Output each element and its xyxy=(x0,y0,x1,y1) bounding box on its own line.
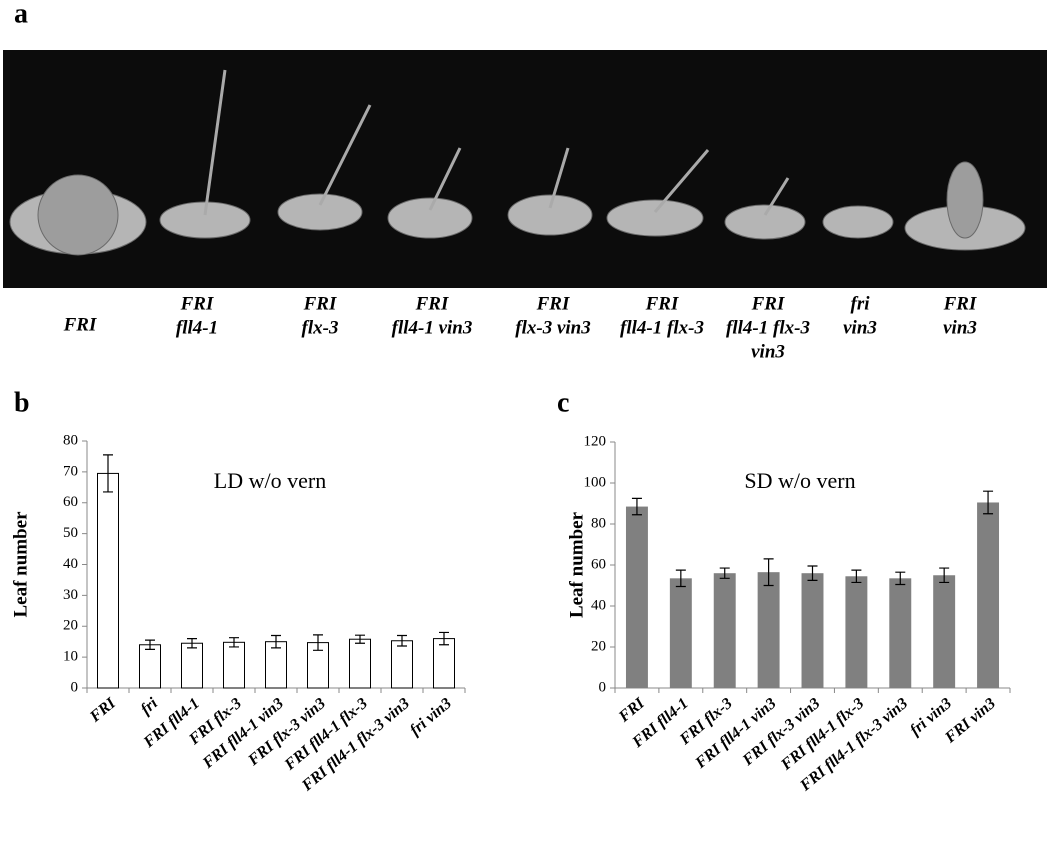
y-tick-label: 0 xyxy=(599,679,607,695)
photo-caption: vin3 xyxy=(751,341,785,362)
error-bar xyxy=(939,567,950,584)
y-tick-label: 70 xyxy=(63,463,78,479)
error-bar xyxy=(631,497,642,516)
error-bar xyxy=(439,631,449,646)
error-bar xyxy=(271,634,281,649)
photo-caption: flx-3 xyxy=(302,317,339,338)
y-tick-label: 120 xyxy=(584,433,607,449)
y-tick-label: 80 xyxy=(63,432,78,448)
y-tick-label: 80 xyxy=(591,515,606,531)
panel-label: a xyxy=(14,0,28,29)
annotation: SD w/o vern xyxy=(744,468,855,493)
photo-caption: fll4-1 xyxy=(176,317,218,338)
error-bar xyxy=(145,639,155,651)
photo-caption: fll4-1 flx-3 xyxy=(726,317,810,338)
photo-caption: fri xyxy=(851,293,871,314)
bar xyxy=(933,575,956,688)
bar xyxy=(433,638,455,689)
y-tick-label: 50 xyxy=(63,525,78,541)
error-bar xyxy=(229,637,239,648)
error-bar xyxy=(675,569,686,588)
y-tick-label: 60 xyxy=(63,494,78,510)
plant-photo xyxy=(3,50,1047,288)
x-tick-label: FRI xyxy=(615,694,648,726)
bar xyxy=(757,572,780,688)
y-tick-label: 10 xyxy=(63,649,78,665)
x-tick-label: FRI xyxy=(86,694,119,726)
bar xyxy=(181,642,203,689)
photo-caption: FRI xyxy=(63,314,97,335)
photo-caption: FRI xyxy=(943,293,977,314)
photo-caption: fll4-1 vin3 xyxy=(392,317,473,338)
bar xyxy=(669,578,692,688)
error-bar xyxy=(983,490,994,515)
photo-caption: FRI xyxy=(415,293,449,314)
error-bar xyxy=(313,634,323,651)
y-axis-label: Leaf number xyxy=(566,511,587,618)
y-tick-label: 20 xyxy=(591,638,606,654)
bar xyxy=(391,640,413,689)
photo-caption: FRI xyxy=(303,293,337,314)
bar xyxy=(713,573,736,688)
photo-caption: FRI xyxy=(536,293,570,314)
error-bar xyxy=(895,571,906,586)
bar xyxy=(625,506,648,688)
y-tick-label: 30 xyxy=(63,587,78,603)
error-bar xyxy=(103,454,113,493)
error-bar xyxy=(807,565,818,581)
x-tick-label: fri xyxy=(138,694,162,718)
bar xyxy=(349,638,371,689)
photo-caption: FRI xyxy=(645,293,679,314)
error-bar xyxy=(397,634,407,647)
error-bar xyxy=(851,569,862,584)
error-bar xyxy=(763,558,774,587)
error-bar xyxy=(719,567,730,579)
y-axis-label: Leaf number xyxy=(10,511,31,618)
photo-caption: vin3 xyxy=(943,317,977,338)
panel-label: b xyxy=(14,387,30,418)
error-bar xyxy=(187,638,197,649)
photo-caption: FRI xyxy=(751,293,785,314)
bar xyxy=(977,502,1000,688)
photo-caption: vin3 xyxy=(843,317,877,338)
y-tick-label: 40 xyxy=(591,597,606,613)
bar xyxy=(139,644,161,689)
bar xyxy=(223,641,245,689)
photo-caption: fll4-1 flx-3 xyxy=(620,317,704,338)
photo-caption: flx-3 vin3 xyxy=(515,317,590,338)
y-tick-label: 20 xyxy=(63,618,78,634)
photo-caption: FRI xyxy=(180,293,214,314)
annotation: LD w/o vern xyxy=(214,468,326,493)
panel-label: c xyxy=(557,387,569,418)
bar xyxy=(889,578,912,688)
y-tick-label: 0 xyxy=(71,679,79,695)
x-tick-label: fri vin3 xyxy=(407,695,455,739)
y-tick-label: 40 xyxy=(63,556,78,572)
bar xyxy=(265,641,287,689)
bar xyxy=(801,573,824,688)
y-tick-label: 60 xyxy=(591,556,606,572)
bar xyxy=(97,472,119,689)
error-bar xyxy=(355,634,365,644)
y-tick-label: 100 xyxy=(584,474,607,490)
bar xyxy=(845,576,868,688)
